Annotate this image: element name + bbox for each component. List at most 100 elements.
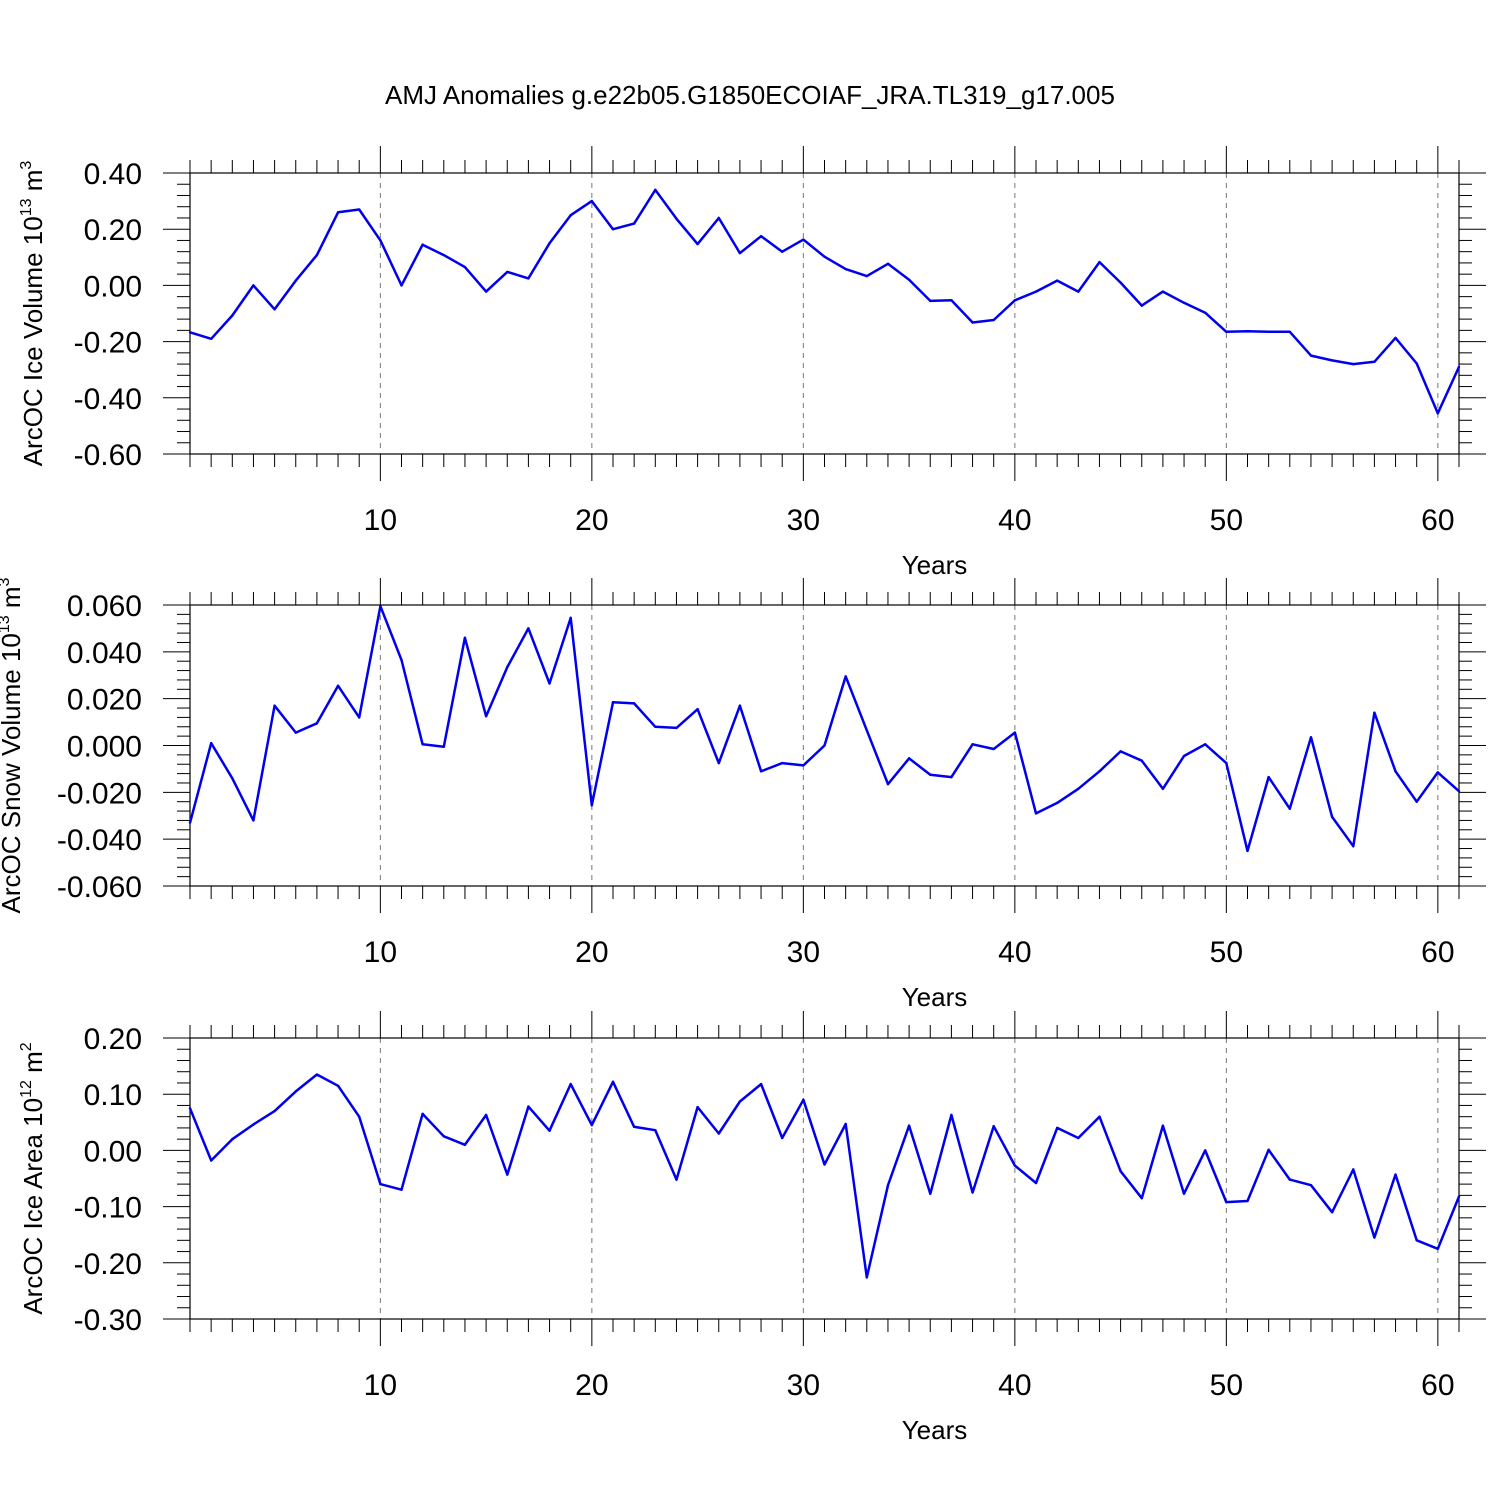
y-tick-label: 0.000 [67, 731, 142, 764]
data-point [1225, 1200, 1228, 1204]
data-point [1330, 359, 1334, 362]
data-point [1373, 360, 1376, 364]
data-point [907, 757, 911, 760]
data-point [738, 1100, 742, 1103]
data-point [929, 1192, 932, 1195]
x-tick-label: 40 [998, 504, 1031, 537]
data-point [1267, 1148, 1270, 1152]
data-point [484, 1113, 488, 1117]
data-point [209, 337, 213, 340]
data-point [1098, 1115, 1101, 1118]
data-point [1225, 761, 1228, 765]
data-point [717, 761, 720, 765]
x-tick-label: 50 [1210, 936, 1243, 969]
data-point [1077, 787, 1080, 791]
data-point [463, 636, 467, 639]
data-point [1055, 1126, 1059, 1130]
data-point [1309, 736, 1313, 739]
data-point [717, 1132, 720, 1135]
data-point [1098, 770, 1101, 773]
x-tick-label: 20 [575, 504, 608, 537]
data-point [273, 1109, 276, 1113]
y-tick-label: 0.20 [84, 1023, 142, 1056]
data-point [209, 1159, 213, 1162]
y-tick-label: -0.40 [74, 383, 142, 416]
data-point [1204, 1149, 1207, 1152]
data-point [188, 331, 192, 334]
data-point [527, 627, 530, 630]
y-tick-label: -0.20 [74, 1248, 142, 1281]
data-point [759, 1082, 763, 1086]
data-point [379, 239, 382, 242]
data-point [1436, 771, 1440, 774]
x-axis-title: Years [902, 982, 968, 1012]
y-tick-label: -0.10 [74, 1192, 142, 1225]
y-tick-label: 0.00 [84, 270, 142, 303]
data-point [569, 213, 572, 217]
data-point [400, 1188, 403, 1191]
data-point [992, 747, 995, 751]
data-point [421, 1112, 424, 1116]
data-point [548, 682, 551, 685]
data-point [336, 1084, 340, 1087]
data-point [1352, 844, 1355, 848]
data-point [1055, 801, 1059, 805]
x-tick-label: 50 [1210, 504, 1243, 537]
data-point [315, 722, 319, 725]
panel-ice-volume: 10 20 30 40 50 60 0.40 0.20 0.00 -0.20 -0.40 -0.60 Y… [18, 146, 1486, 580]
data-point [1457, 365, 1461, 369]
data-point [1309, 1184, 1313, 1187]
data-point [1182, 301, 1186, 305]
data-point [823, 744, 826, 747]
data-point [273, 308, 276, 311]
data-point [1373, 1236, 1376, 1239]
data-point [379, 604, 382, 608]
data-point [611, 700, 615, 704]
data-point [590, 804, 594, 807]
x-tick-label: 60 [1421, 1369, 1454, 1402]
y-tick-label: 0.40 [84, 158, 142, 191]
data-point [1394, 336, 1397, 340]
data-point [1352, 362, 1355, 366]
data-point [209, 741, 213, 745]
data-point [781, 1136, 784, 1140]
data-point [1140, 304, 1143, 307]
data-point [675, 726, 678, 730]
data-point [1246, 1199, 1249, 1203]
data-point [1034, 812, 1038, 815]
x-tick-label: 30 [787, 504, 820, 537]
x-tick-label: 40 [998, 1369, 1031, 1402]
data-point [231, 314, 234, 317]
data-point [1246, 330, 1249, 333]
data-point [865, 274, 868, 278]
data-point [1288, 330, 1292, 333]
y-tick-label: -0.20 [74, 327, 142, 360]
data-point [1034, 290, 1038, 293]
x-tick-label: 60 [1421, 504, 1454, 537]
data-point [1457, 789, 1461, 793]
data-point [252, 1123, 255, 1126]
data-point [844, 675, 847, 678]
data-point [1330, 1211, 1334, 1214]
data-point [992, 318, 995, 322]
data-point [1394, 1173, 1397, 1176]
data-point [527, 1105, 530, 1108]
y-tick-label: -0.040 [57, 824, 142, 857]
data-point [759, 770, 763, 773]
data-point [654, 1128, 657, 1132]
data-point [1373, 711, 1376, 714]
data-point [865, 729, 868, 732]
data-point [1013, 1164, 1017, 1167]
y-tick-label: -0.060 [57, 871, 142, 904]
data-point [421, 743, 424, 746]
data-point [590, 1123, 594, 1127]
series-line-ice-area [188, 1073, 1461, 1279]
data-point [569, 1082, 572, 1086]
data-point [971, 321, 974, 324]
data-point [252, 819, 255, 822]
data-point [400, 658, 403, 662]
data-point [315, 1073, 319, 1076]
y-tick-label: 0.060 [67, 590, 142, 623]
data-point [1013, 299, 1017, 302]
